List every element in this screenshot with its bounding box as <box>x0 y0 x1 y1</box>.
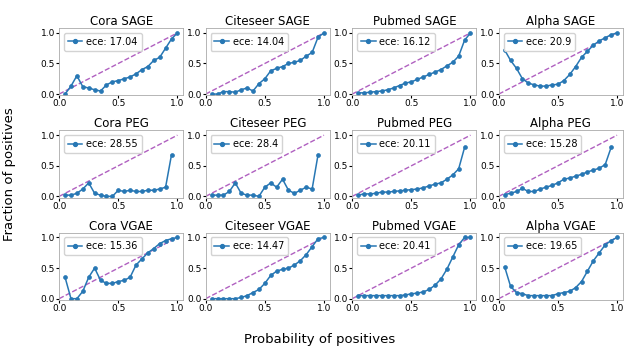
Title: Cora PEG: Cora PEG <box>94 117 148 130</box>
Legend: ece: 17.04: ece: 17.04 <box>64 33 141 51</box>
Legend: ece: 20.9: ece: 20.9 <box>504 33 575 51</box>
Text: Probability of positives: Probability of positives <box>244 333 396 346</box>
Legend: ece: 28.4: ece: 28.4 <box>211 135 282 153</box>
Title: Citeseer SAGE: Citeseer SAGE <box>225 15 310 28</box>
Title: Pubmed VGAE: Pubmed VGAE <box>372 220 456 232</box>
Legend: ece: 16.12: ece: 16.12 <box>357 33 435 51</box>
Title: Cora SAGE: Cora SAGE <box>90 15 153 28</box>
Title: Cora VGAE: Cora VGAE <box>90 220 153 232</box>
Title: Citeseer PEG: Citeseer PEG <box>230 117 306 130</box>
Title: Pubmed PEG: Pubmed PEG <box>377 117 452 130</box>
Text: Fraction of positives: Fraction of positives <box>3 107 16 242</box>
Title: Alpha VGAE: Alpha VGAE <box>526 220 596 232</box>
Legend: ece: 28.55: ece: 28.55 <box>64 135 142 153</box>
Title: Alpha SAGE: Alpha SAGE <box>526 15 595 28</box>
Legend: ece: 14.47: ece: 14.47 <box>211 237 288 255</box>
Title: Citeseer VGAE: Citeseer VGAE <box>225 220 310 232</box>
Title: Alpha PEG: Alpha PEG <box>531 117 591 130</box>
Legend: ece: 14.04: ece: 14.04 <box>211 33 288 51</box>
Legend: ece: 20.41: ece: 20.41 <box>357 237 435 255</box>
Legend: ece: 15.36: ece: 15.36 <box>64 237 141 255</box>
Legend: ece: 20.11: ece: 20.11 <box>357 135 435 153</box>
Legend: ece: 15.28: ece: 15.28 <box>504 135 581 153</box>
Title: Pubmed SAGE: Pubmed SAGE <box>372 15 456 28</box>
Legend: ece: 19.65: ece: 19.65 <box>504 237 581 255</box>
